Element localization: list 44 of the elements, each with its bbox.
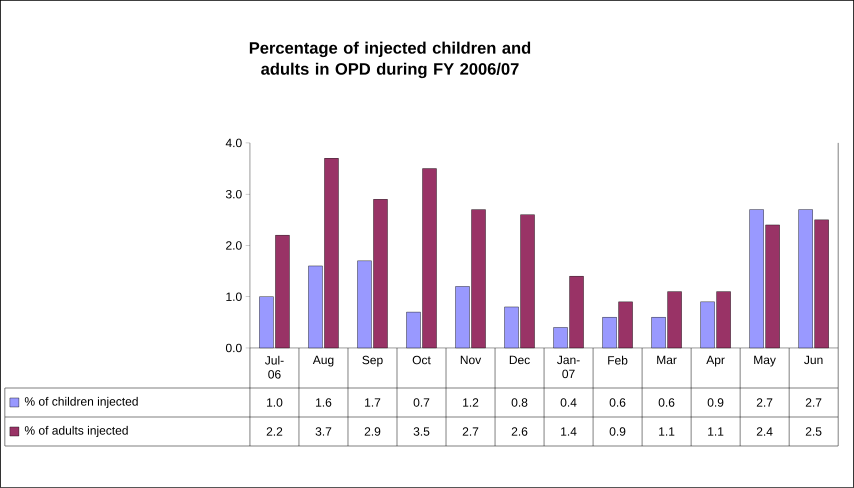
x-tick-label: Sep (362, 356, 383, 367)
x-tick-label: Apr (706, 356, 725, 367)
data-label: 1.0 (267, 398, 282, 407)
y-tick-label: 3.0 (226, 190, 242, 198)
data-label: 0.4 (560, 398, 577, 407)
data-label: 2.7 (806, 398, 822, 407)
data-label: 2.7 (756, 398, 772, 407)
legend-label: % of adults injected (24, 426, 128, 438)
y-tick-label: 1.0 (226, 292, 242, 301)
data-label: 0.8 (512, 398, 528, 407)
data-label: 1.7 (365, 398, 380, 407)
data-label: 1.1 (708, 427, 724, 436)
data-label: 2.7 (462, 427, 478, 436)
x-tick-label: Dec (510, 356, 530, 364)
data-label: 2.4 (756, 427, 773, 436)
data-label: 1.2 (463, 398, 478, 407)
data-label: 1.6 (316, 398, 332, 407)
chart-title: Percentage of injected children and adults in OPD during FY 2006/07 (250, 42, 530, 78)
data-label: 0.9 (708, 398, 724, 407)
x-tick-label: Jul-06 (264, 356, 284, 379)
data-label: 3.5 (414, 427, 430, 436)
data-label: 0.9 (610, 427, 626, 436)
legend-label: % of children injected (24, 396, 138, 408)
data-label: 3.7 (316, 427, 332, 436)
y-tick-label: 2.0 (226, 241, 242, 250)
x-tick-label: Feb (608, 356, 628, 365)
data-label: 2.9 (364, 427, 380, 436)
x-tick-label: Nov (460, 356, 482, 364)
x-tick-label: Aug (312, 356, 334, 367)
y-tick-label: 0.0 (226, 344, 242, 352)
x-tick-label: May (754, 356, 776, 367)
x-tick-label: Oct (412, 356, 431, 364)
x-tick-label: Jan-07 (557, 356, 580, 378)
x-tick-label: Mar (657, 356, 677, 364)
data-label: 0.7 (414, 398, 430, 407)
x-tick-label: Jun (804, 356, 822, 364)
data-label: 2.6 (512, 427, 528, 436)
data-label: 1.1 (659, 427, 674, 436)
data-label: 2.2 (266, 427, 282, 436)
data-label: 2.5 (806, 427, 822, 436)
y-tick-label: 4.0 (226, 138, 242, 148)
data-label: 1.4 (561, 427, 577, 436)
data-label: 0.6 (658, 398, 674, 407)
data-label: 0.6 (610, 398, 626, 407)
